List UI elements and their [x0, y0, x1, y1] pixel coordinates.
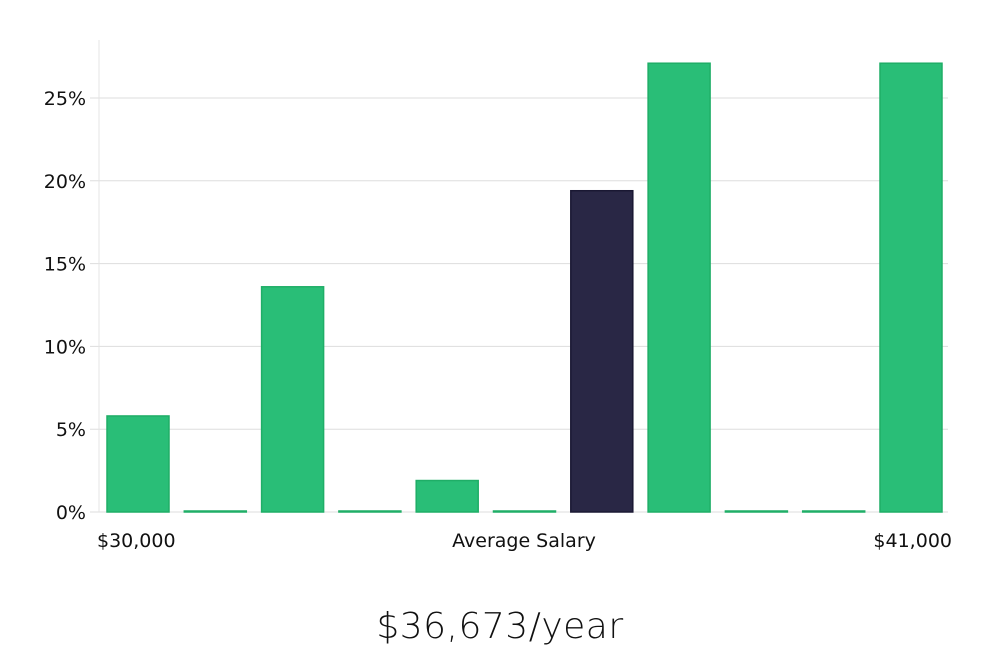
bar — [415, 479, 479, 513]
gridlines — [90, 97, 948, 513]
x-axis-title: Average Salary — [452, 530, 596, 552]
bar — [492, 510, 557, 513]
bar — [183, 510, 248, 513]
average-salary-headline: $36,673/year — [376, 606, 624, 647]
bars — [106, 62, 943, 513]
x-axis-end-label: $41,000 — [873, 530, 952, 552]
bar-highlighted — [570, 189, 634, 513]
bar — [801, 510, 866, 513]
y-tick-label: 10% — [44, 336, 86, 358]
y-tick-label: 20% — [44, 171, 86, 193]
bar — [106, 415, 170, 513]
y-tick-label: 5% — [56, 419, 86, 441]
y-tick-label: 25% — [44, 88, 86, 110]
y-axis-ticks: 0% 5% 10% 15% 20% 25% — [44, 88, 86, 524]
bar — [338, 510, 402, 513]
y-tick-label: 15% — [44, 254, 86, 276]
bar — [724, 510, 789, 513]
bar — [647, 62, 711, 513]
bar — [879, 62, 943, 513]
bar — [260, 286, 325, 513]
salary-distribution-chart: 0%5%10%15%20%25% $30,000 Average Salary … — [44, 40, 952, 552]
y-tick-label: 0% — [56, 502, 86, 524]
x-axis-start-label: $30,000 — [97, 530, 176, 552]
